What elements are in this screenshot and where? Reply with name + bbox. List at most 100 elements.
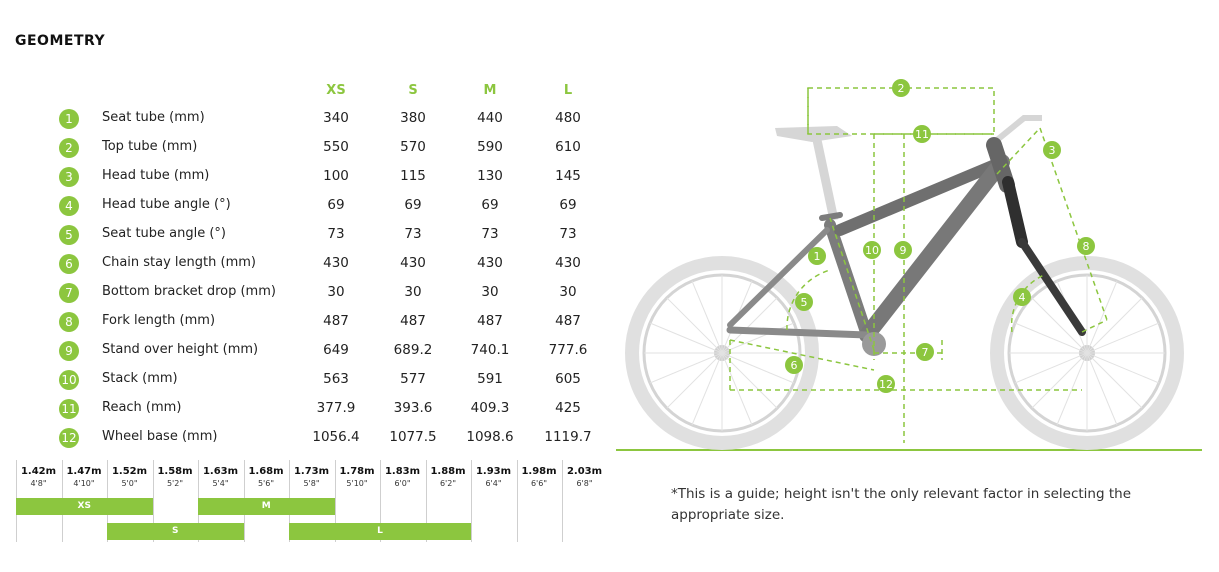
row-number-badge: 7	[59, 283, 79, 303]
row-number-badge: 11	[59, 399, 79, 419]
size-range-bar-s: S	[107, 523, 244, 540]
row-label: Stack (mm)	[102, 371, 178, 386]
row-value-m: 409.3	[470, 400, 510, 416]
row-number-badge: 2	[59, 138, 79, 158]
row-value-m: 591	[477, 371, 503, 387]
diagram-marker: 4	[1013, 288, 1031, 306]
row-label: Head tube (mm)	[102, 168, 210, 183]
height-meters: 1.47m	[66, 466, 102, 477]
row-number-badge: 9	[59, 341, 79, 361]
height-column	[152, 460, 200, 542]
row-value-m: 1098.6	[466, 429, 514, 445]
height-feet: 4'8"	[30, 479, 47, 488]
height-feet: 6'6"	[530, 479, 548, 488]
row-number-badge: 1	[59, 109, 79, 129]
height-meters: 1.42m	[20, 466, 57, 477]
row-value-m: 430	[477, 255, 503, 271]
row-value-xs: 340	[323, 110, 349, 126]
row-value-s: 430	[400, 255, 426, 271]
row-value-xs: 73	[327, 226, 345, 242]
row-value-l: 30	[559, 284, 577, 300]
front-wheel-icon	[990, 256, 1184, 450]
height-size-chart: 1.42m 4'8" 1.47m 4'10" 1.52m 5'0" 1.58m 5'2" 1.6…	[16, 460, 606, 542]
bike-frame	[726, 137, 1015, 343]
row-number-badge: 8	[59, 312, 79, 332]
svg-text:5: 5	[801, 296, 808, 309]
height-feet: 5'4"	[212, 479, 229, 488]
height-feet: 5'10"	[346, 479, 368, 488]
height-meters: 2.03m	[566, 466, 603, 477]
svg-text:7: 7	[922, 346, 929, 359]
row-value-xs: 563	[323, 371, 349, 387]
row-label: Fork length (mm)	[102, 313, 216, 328]
row-value-s: 30	[404, 284, 422, 300]
rear-wheel-icon	[625, 256, 819, 450]
height-feet: 6'0"	[394, 479, 411, 488]
diagram-marker: 2	[892, 79, 910, 97]
row-value-xs: 69	[327, 197, 345, 213]
svg-text:3: 3	[1049, 144, 1056, 157]
height-column	[425, 460, 473, 542]
height-meters: 1.68m	[248, 466, 284, 477]
size-range-bar-xs: XS	[16, 498, 153, 515]
row-value-m: 740.1	[470, 342, 510, 358]
row-value-m: 440	[477, 110, 503, 126]
row-value-xs: 649	[323, 342, 349, 358]
diagram-marker: 11	[913, 125, 931, 143]
row-value-xs: 487	[323, 313, 349, 329]
row-label: Seat tube angle (°)	[102, 226, 227, 241]
height-column	[471, 460, 518, 542]
size-header-xs: XS	[326, 83, 346, 98]
row-number-badge: 6	[59, 254, 79, 274]
row-value-xs: 377.9	[316, 400, 356, 416]
row-value-l: 610	[555, 139, 581, 155]
page-title: GEOMETRY	[15, 33, 106, 49]
diagram-marker: 5	[795, 293, 813, 311]
row-value-l: 69	[559, 197, 577, 213]
diagram-marker: 12	[877, 375, 895, 393]
row-label: Top tube (mm)	[102, 139, 198, 154]
row-value-xs: 30	[327, 284, 345, 300]
height-column	[562, 460, 609, 542]
size-header-s: S	[408, 83, 418, 98]
height-meters: 1.78m	[339, 466, 375, 477]
seatpost	[812, 139, 839, 221]
svg-text:10: 10	[865, 244, 879, 257]
height-feet: 5'0"	[121, 479, 138, 488]
row-value-xs: 550	[323, 139, 349, 155]
height-meters: 1.52m	[111, 466, 148, 477]
row-value-l: 425	[555, 400, 581, 416]
svg-text:8: 8	[1083, 240, 1090, 253]
row-value-l: 487	[555, 313, 581, 329]
height-column	[380, 460, 427, 542]
row-value-s: 380	[400, 110, 426, 126]
row-label: Chain stay length (mm)	[102, 255, 256, 270]
svg-text:4: 4	[1019, 291, 1026, 304]
height-column	[516, 460, 564, 542]
row-value-m: 590	[477, 139, 503, 155]
row-value-m: 487	[477, 313, 503, 329]
diagram-marker: 8	[1077, 237, 1095, 255]
row-value-l: 605	[555, 371, 581, 387]
svg-text:6: 6	[791, 359, 798, 372]
row-label: Wheel base (mm)	[102, 429, 218, 444]
row-value-xs: 430	[323, 255, 349, 271]
row-value-s: 73	[404, 226, 422, 242]
svg-text:11: 11	[915, 128, 929, 141]
row-value-s: 689.2	[393, 342, 433, 358]
row-value-s: 1077.5	[389, 429, 437, 445]
diagram-marker: 10	[863, 241, 881, 259]
row-number-badge: 12	[59, 428, 79, 448]
row-value-l: 145	[555, 168, 581, 184]
height-meters: 1.98m	[521, 466, 557, 477]
height-feet: 5'2"	[166, 479, 184, 488]
height-meters: 1.63m	[202, 466, 239, 477]
row-value-m: 130	[477, 168, 503, 184]
svg-text:2: 2	[898, 82, 905, 95]
size-header-l: L	[563, 83, 573, 98]
row-number-badge: 5	[59, 225, 79, 245]
height-column	[334, 460, 382, 542]
row-value-xs: 100	[323, 168, 349, 184]
